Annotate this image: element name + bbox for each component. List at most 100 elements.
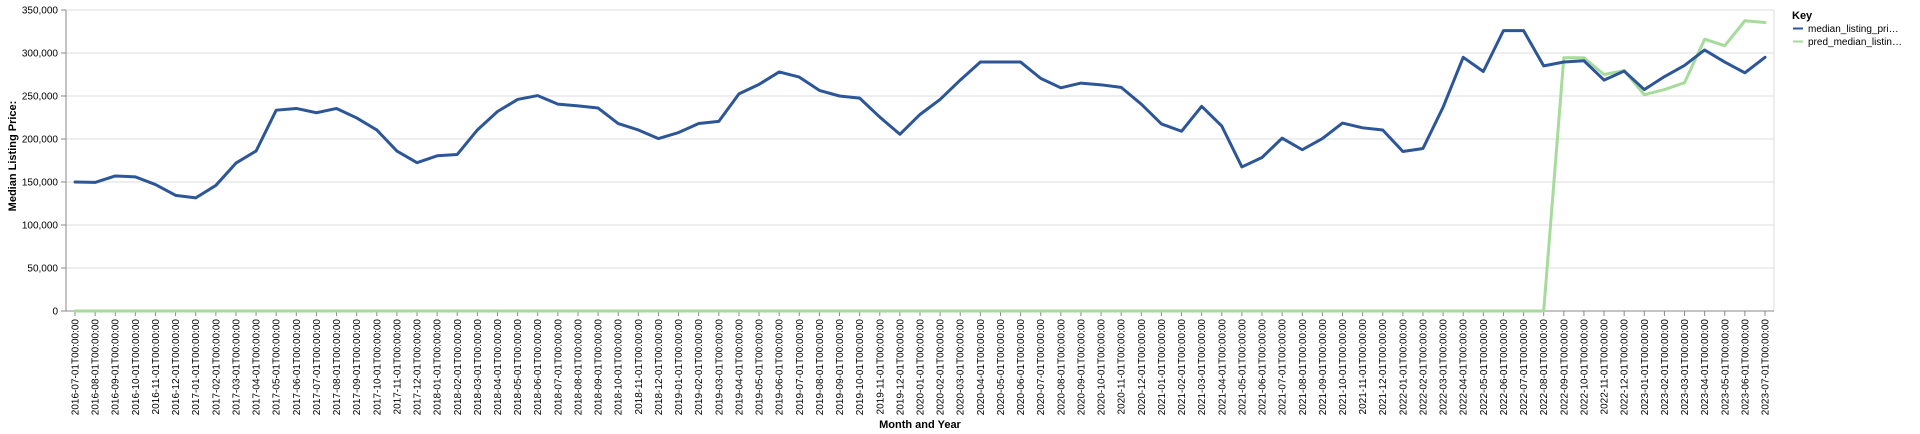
x-tick-label: 2017-05-01T00:00:00 bbox=[272, 319, 283, 416]
y-tick-label: 0 bbox=[52, 307, 58, 318]
x-tick-label: 2022-03-01T00:00:00 bbox=[1439, 319, 1450, 416]
y-tick-label: 150,000 bbox=[22, 178, 59, 189]
x-tick-label: 2020-08-01T00:00:00 bbox=[1056, 319, 1067, 416]
x-tick-label: 2016-09-01T00:00:00 bbox=[111, 319, 122, 416]
x-tick-label: 2021-06-01T00:00:00 bbox=[1258, 319, 1269, 416]
x-tick-label: 2018-07-01T00:00:00 bbox=[553, 319, 564, 416]
x-tick-label: 2020-02-01T00:00:00 bbox=[936, 319, 947, 416]
y-axis-title: Median Listing Price: bbox=[7, 101, 19, 212]
legend-label: median_listing_pri… bbox=[1808, 24, 1899, 35]
x-tick-label: 2020-12-01T00:00:00 bbox=[1137, 319, 1148, 416]
x-tick-label: 2020-11-01T00:00:00 bbox=[1117, 319, 1128, 415]
x-tick-label: 2022-11-01T00:00:00 bbox=[1600, 319, 1611, 415]
x-tick-label: 2018-04-01T00:00:00 bbox=[493, 319, 504, 416]
x-tick-label: 2023-06-01T00:00:00 bbox=[1740, 319, 1751, 416]
x-tick-label: 2023-01-01T00:00:00 bbox=[1640, 319, 1651, 416]
x-tick-label: 2021-07-01T00:00:00 bbox=[1278, 319, 1289, 416]
x-tick-label: 2019-03-01T00:00:00 bbox=[714, 319, 725, 416]
x-tick-label: 2017-06-01T00:00:00 bbox=[292, 319, 303, 416]
x-tick-label: 2020-04-01T00:00:00 bbox=[976, 319, 987, 416]
x-tick-label: 2018-08-01T00:00:00 bbox=[573, 319, 584, 416]
x-tick-label: 2023-04-01T00:00:00 bbox=[1700, 319, 1711, 416]
x-tick-label: 2023-03-01T00:00:00 bbox=[1680, 319, 1691, 416]
x-tick-label: 2018-01-01T00:00:00 bbox=[433, 319, 444, 416]
x-tick-label: 2018-03-01T00:00:00 bbox=[473, 319, 484, 416]
y-tick-label: 250,000 bbox=[22, 92, 59, 103]
series-line-pred-median-listin bbox=[73, 19, 1767, 313]
x-tick-label: 2021-04-01T00:00:00 bbox=[1217, 319, 1228, 416]
x-tick-label: 2023-05-01T00:00:00 bbox=[1720, 319, 1731, 416]
x-tick-label: 2019-07-01T00:00:00 bbox=[795, 319, 806, 416]
y-axis: 0 50,000 100,000 150,000 200,000 250,000 300,0… bbox=[22, 6, 67, 318]
x-tick-label: 2017-11-01T00:00:00 bbox=[392, 319, 403, 415]
x-tick-label: 2019-06-01T00:00:00 bbox=[775, 319, 786, 416]
x-axis: 2016-07-01T00:00:00 2016-08-01T00:00:00 20… bbox=[66, 310, 1774, 416]
x-tick-label: 2019-05-01T00:00:00 bbox=[755, 319, 766, 416]
x-tick-label: 2021-11-01T00:00:00 bbox=[1358, 319, 1369, 415]
x-tick-label: 2022-02-01T00:00:00 bbox=[1418, 319, 1429, 416]
x-tick-label: 2017-01-01T00:00:00 bbox=[191, 319, 202, 416]
x-tick-label: 2023-02-01T00:00:00 bbox=[1660, 319, 1671, 416]
x-tick-label: 2022-07-01T00:00:00 bbox=[1519, 319, 1530, 416]
x-tick-label: 2022-06-01T00:00:00 bbox=[1499, 319, 1510, 416]
y-tick-label: 300,000 bbox=[22, 49, 59, 60]
x-tick-label: 2022-10-01T00:00:00 bbox=[1579, 319, 1590, 416]
legend: Key median_listing_pri… pred_median_listi… bbox=[1792, 10, 1902, 48]
y-tick-label: 100,000 bbox=[22, 221, 59, 232]
x-tick-label: 2018-06-01T00:00:00 bbox=[533, 319, 544, 416]
x-axis-title: Month and Year bbox=[879, 419, 961, 431]
x-tick-label: 2021-12-01T00:00:00 bbox=[1378, 319, 1389, 416]
x-tick-label: 2017-12-01T00:00:00 bbox=[413, 319, 424, 416]
x-tick-label: 2019-10-01T00:00:00 bbox=[855, 319, 866, 416]
x-tick-label: 2020-03-01T00:00:00 bbox=[956, 319, 967, 416]
x-tick-label: 2021-03-01T00:00:00 bbox=[1197, 319, 1208, 416]
series-line-median-listing-pri bbox=[73, 29, 1767, 200]
x-tick-label: 2020-09-01T00:00:00 bbox=[1076, 319, 1087, 416]
grid bbox=[66, 9, 1775, 312]
y-tick-label: 350,000 bbox=[22, 6, 59, 17]
x-tick-label: 2020-06-01T00:00:00 bbox=[1016, 319, 1027, 416]
x-tick-label: 2018-10-01T00:00:00 bbox=[614, 319, 625, 416]
x-tick-label: 2020-05-01T00:00:00 bbox=[996, 319, 1007, 416]
x-tick-label: 2018-11-01T00:00:00 bbox=[634, 319, 645, 415]
x-tick-label: 2019-09-01T00:00:00 bbox=[835, 319, 846, 416]
x-tick-label: 2022-01-01T00:00:00 bbox=[1398, 319, 1409, 416]
series-lines bbox=[73, 19, 1767, 313]
x-tick-label: 2016-10-01T00:00:00 bbox=[131, 319, 142, 416]
x-tick-label: 2016-11-01T00:00:00 bbox=[151, 319, 162, 415]
x-tick-label: 2017-10-01T00:00:00 bbox=[372, 319, 383, 416]
x-tick-label: 2017-03-01T00:00:00 bbox=[231, 319, 242, 416]
x-tick-label: 2017-07-01T00:00:00 bbox=[312, 319, 323, 416]
x-tick-label: 2017-02-01T00:00:00 bbox=[211, 319, 222, 416]
x-tick-label: 2017-09-01T00:00:00 bbox=[352, 319, 363, 416]
x-tick-label: 2019-01-01T00:00:00 bbox=[674, 319, 685, 416]
x-tick-label: 2021-10-01T00:00:00 bbox=[1338, 319, 1349, 416]
legend-label: pred_median_listin… bbox=[1808, 37, 1902, 48]
x-tick-label: 2020-07-01T00:00:00 bbox=[1036, 319, 1047, 416]
x-tick-label: 2022-12-01T00:00:00 bbox=[1620, 319, 1631, 416]
x-tick-label: 2022-04-01T00:00:00 bbox=[1459, 319, 1470, 416]
x-tick-label: 2023-07-01T00:00:00 bbox=[1761, 319, 1772, 416]
x-tick-label: 2017-08-01T00:00:00 bbox=[332, 319, 343, 416]
x-tick-label: 2022-08-01T00:00:00 bbox=[1539, 319, 1550, 416]
x-tick-label: 2018-12-01T00:00:00 bbox=[654, 319, 665, 416]
x-tick-label: 2021-09-01T00:00:00 bbox=[1318, 319, 1329, 416]
x-tick-label: 2021-01-01T00:00:00 bbox=[1157, 319, 1168, 416]
x-tick-label: 2019-11-01T00:00:00 bbox=[875, 319, 886, 415]
x-tick-label: 2019-12-01T00:00:00 bbox=[895, 319, 906, 416]
x-tick-label: 2016-07-01T00:00:00 bbox=[71, 319, 82, 416]
x-tick-label: 2021-08-01T00:00:00 bbox=[1298, 319, 1309, 416]
x-tick-label: 2021-05-01T00:00:00 bbox=[1237, 319, 1248, 416]
x-tick-label: 2020-01-01T00:00:00 bbox=[916, 319, 927, 416]
x-tick-label: 2018-02-01T00:00:00 bbox=[453, 319, 464, 416]
x-tick-label: 2016-12-01T00:00:00 bbox=[171, 319, 182, 416]
y-tick-label: 50,000 bbox=[27, 264, 58, 275]
x-tick-label: 2017-04-01T00:00:00 bbox=[252, 319, 263, 416]
legend-title: Key bbox=[1792, 10, 1813, 22]
x-tick-label: 2019-08-01T00:00:00 bbox=[815, 319, 826, 416]
x-tick-label: 2021-02-01T00:00:00 bbox=[1177, 319, 1188, 416]
x-tick-label: 2018-05-01T00:00:00 bbox=[513, 319, 524, 416]
x-tick-label: 2022-09-01T00:00:00 bbox=[1559, 319, 1570, 416]
x-tick-label: 2019-02-01T00:00:00 bbox=[694, 319, 705, 416]
